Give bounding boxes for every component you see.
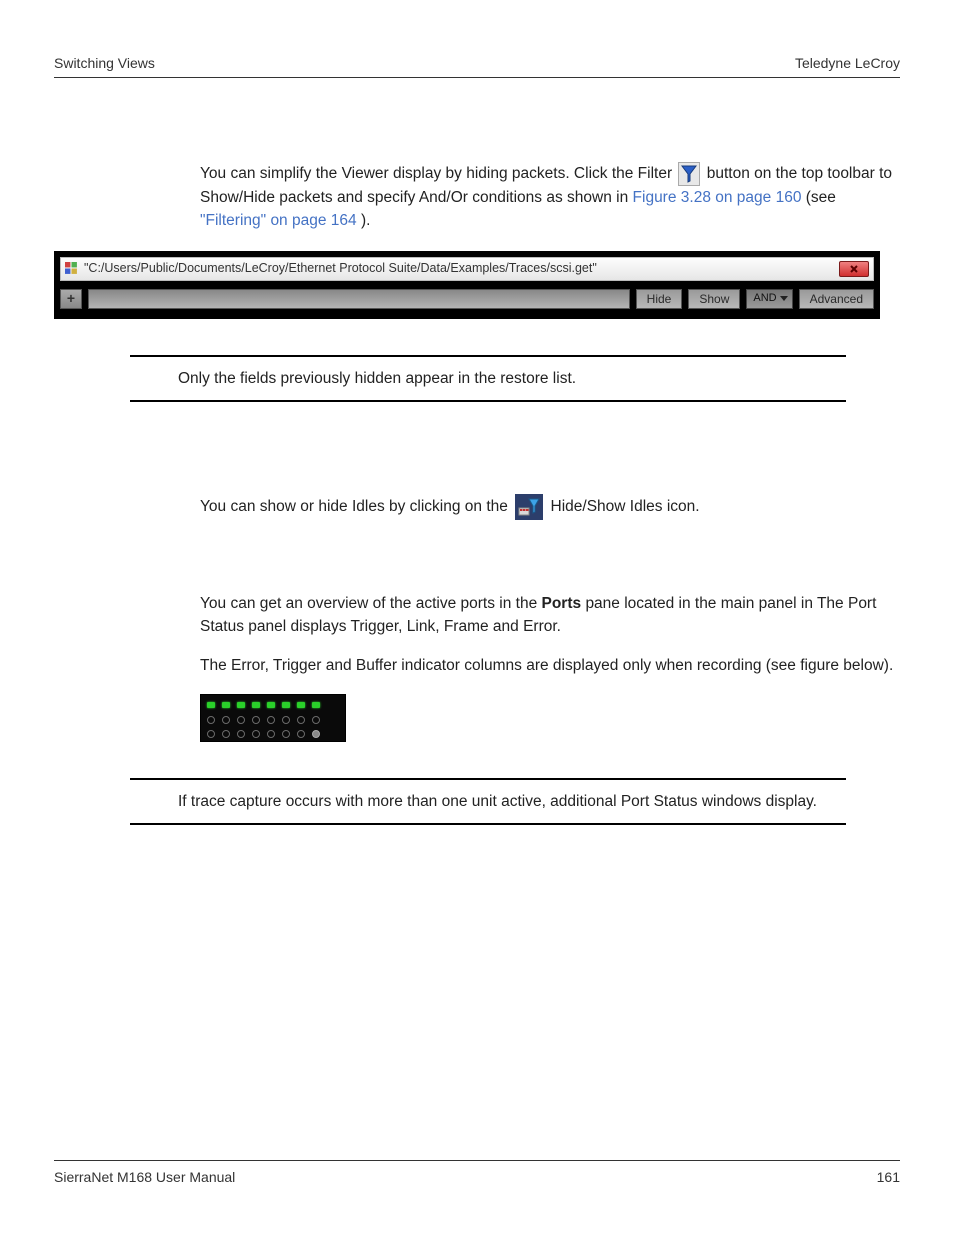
- led-off-icon: [297, 730, 305, 738]
- footer-page-number: 161: [877, 1169, 900, 1185]
- footer-manual-title: SierraNet M168 User Manual: [54, 1169, 235, 1185]
- led-off-icon: [252, 716, 260, 724]
- text: Hide/Show Idles icon.: [551, 498, 700, 515]
- and-or-dropdown[interactable]: AND: [746, 289, 792, 309]
- filter-window-figure: "C:/Users/Public/Documents/LeCroy/Ethern…: [54, 251, 880, 319]
- led-off-icon: [312, 716, 320, 724]
- port-status-figure: [200, 694, 346, 742]
- note-multiple-units: If trace capture occurs with more than o…: [130, 778, 846, 825]
- note-text: If trace capture occurs with more than o…: [178, 793, 817, 810]
- close-icon: [849, 264, 859, 274]
- ports-bold: Ports: [542, 595, 582, 612]
- header-rule: [54, 77, 900, 78]
- hide-button[interactable]: Hide: [636, 289, 683, 309]
- led-green-icon: [312, 702, 320, 708]
- header-left: Switching Views: [54, 55, 155, 71]
- led-off-icon: [237, 716, 245, 724]
- add-filter-button[interactable]: +: [60, 289, 82, 309]
- para-ports-overview: You can get an overview of the active po…: [200, 592, 900, 639]
- chevron-down-icon: [780, 296, 788, 301]
- para-filter-intro: You can simplify the Viewer display by h…: [200, 162, 900, 233]
- led-off-icon: [252, 730, 260, 738]
- filter-input[interactable]: [88, 289, 630, 309]
- led-green-icon: [207, 702, 215, 708]
- filter-funnel-icon: [678, 162, 700, 186]
- filtering-ref-link[interactable]: "Filtering" on page 164: [200, 212, 357, 229]
- led-off-icon: [207, 730, 215, 738]
- show-button[interactable]: Show: [688, 289, 740, 309]
- led-green-icon: [222, 702, 230, 708]
- note-restore-list: Only the fields previously hidden appear…: [130, 355, 846, 402]
- advanced-button[interactable]: Advanced: [799, 289, 874, 309]
- led-green-icon: [267, 702, 275, 708]
- led-green-icon: [237, 702, 245, 708]
- led-off-icon: [267, 730, 275, 738]
- led-off-icon: [267, 716, 275, 724]
- text: You can get an overview of the active po…: [200, 595, 542, 612]
- led-off-icon: [282, 716, 290, 724]
- led-green-icon: [297, 702, 305, 708]
- led-row-active: [207, 700, 339, 710]
- close-button[interactable]: [839, 261, 869, 277]
- led-green-icon: [252, 702, 260, 708]
- para-idles: You can show or hide Idles by clicking o…: [200, 494, 900, 520]
- text: You can simplify the Viewer display by h…: [200, 165, 676, 182]
- led-green-icon: [282, 702, 290, 708]
- led-row-off: [207, 714, 339, 724]
- text: ).: [361, 212, 370, 229]
- led-off-icon: [282, 730, 290, 738]
- led-off-icon: [222, 730, 230, 738]
- led-off-icon: [297, 716, 305, 724]
- hide-show-idles-icon: [515, 494, 543, 520]
- filter-toolbar: + Hide Show AND Advanced: [60, 285, 874, 313]
- text: You can show or hide Idles by clicking o…: [200, 498, 512, 515]
- led-dim-icon: [312, 730, 320, 738]
- text: (see: [806, 189, 836, 206]
- window-titlebar: "C:/Users/Public/Documents/LeCroy/Ethern…: [60, 257, 874, 281]
- led-row-off2: [207, 728, 339, 738]
- led-off-icon: [207, 716, 215, 724]
- led-off-icon: [222, 716, 230, 724]
- header-right: Teledyne LeCroy: [795, 55, 900, 71]
- note-text: Only the fields previously hidden appear…: [178, 370, 576, 387]
- and-label: AND: [753, 290, 776, 307]
- led-off-icon: [237, 730, 245, 738]
- figure-ref-link[interactable]: Figure 3.28 on page 160: [633, 189, 802, 206]
- window-path: "C:/Users/Public/Documents/LeCroy/Ethern…: [84, 259, 839, 278]
- app-icon: [65, 262, 78, 275]
- para-indicators: The Error, Trigger and Buffer indicator …: [200, 654, 900, 677]
